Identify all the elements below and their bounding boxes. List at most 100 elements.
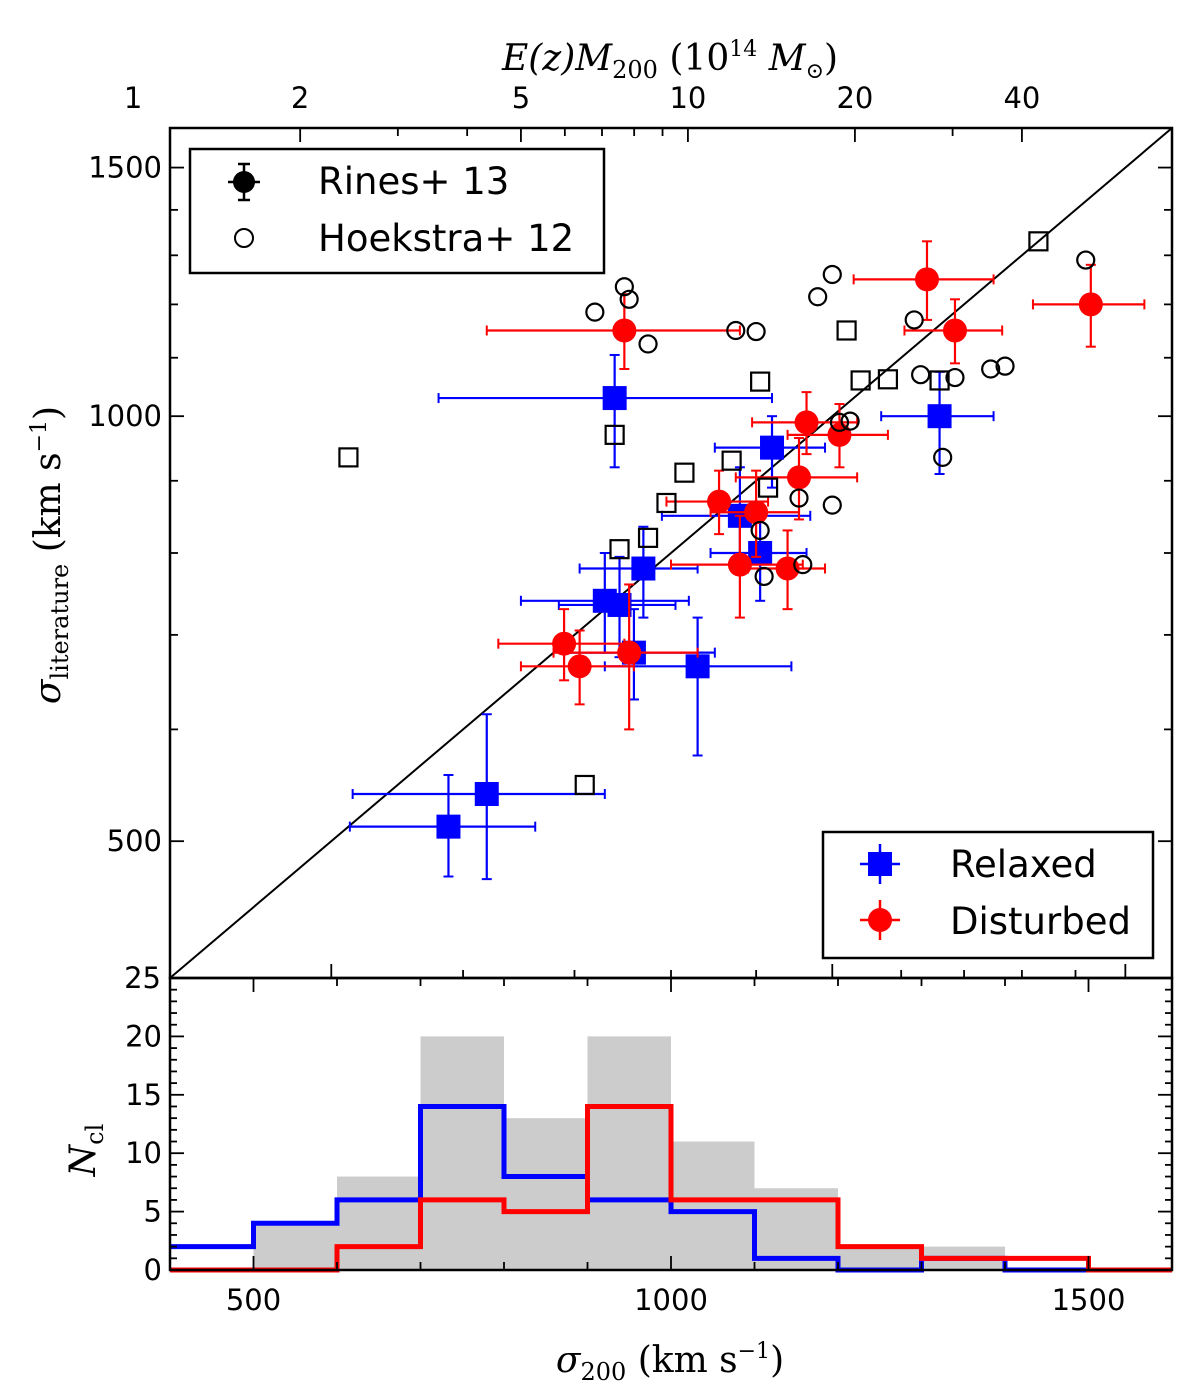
hist-disturbed-step: [170, 1103, 1172, 1273]
point-2-13-open-square: [929, 370, 950, 391]
point-0-7-square: [685, 654, 710, 679]
point-3-9-open-circle: [793, 555, 813, 575]
one-to-one-line: [169, 127, 1173, 979]
series-disturbed: [485, 240, 1146, 731]
hist-all-bar-3: [420, 1036, 504, 1270]
point-3-4-open-circle: [726, 320, 746, 341]
legend-upper-left: Rines+ 13 Hoekstra+ 12: [188, 147, 606, 275]
point-3-10-open-circle: [808, 287, 828, 307]
legend-rines-label: Rines+ 13: [318, 160, 509, 203]
hist-y-tick-label-10: 10: [125, 1136, 162, 1170]
hist-all-bar-1: [253, 1223, 337, 1270]
point-3-16-open-circle: [911, 365, 931, 385]
point-1-3-circle: [617, 640, 642, 665]
point-3-8-open-circle: [789, 488, 809, 508]
point-1-0-circle: [552, 631, 577, 656]
point-1-4-circle: [707, 489, 732, 514]
legend-relaxed-marker: [868, 852, 892, 876]
point-2-6-open-square: [674, 462, 695, 483]
point-2-4-open-square: [637, 527, 659, 548]
point-0-0-square: [436, 814, 461, 839]
top-tick-label-10: 10: [669, 81, 706, 115]
series-hoekstra-12: [585, 250, 1096, 587]
point-2-8-open-square: [750, 371, 771, 392]
hist-all-bar-5: [587, 1036, 671, 1270]
point-2-11-open-square: [850, 370, 871, 391]
hist-y-tick-label-15: 15: [125, 1078, 162, 1112]
point-0-6-square: [631, 556, 656, 581]
point-1-5-circle: [727, 552, 752, 577]
point-2-2-open-square: [604, 424, 625, 445]
hist-all: [253, 1036, 1005, 1270]
point-3-11-open-circle: [822, 264, 842, 285]
legend-hoekstra-marker: [234, 228, 254, 248]
point-3-19-open-circle: [981, 359, 1001, 379]
hist-all-bar-6: [671, 1141, 755, 1270]
hist-x-tick-label-1500: 1500: [1052, 1283, 1126, 1317]
hist-x-tick-label-1000: 1000: [634, 1283, 708, 1317]
point-3-3-open-circle: [638, 334, 658, 354]
top-tick-label-40: 40: [1003, 81, 1040, 115]
point-2-5-open-square: [656, 492, 677, 514]
point-1-13-circle: [1078, 292, 1103, 317]
point-2-14-open-square: [1028, 231, 1049, 252]
point-2-9-open-square: [757, 477, 779, 498]
point-3-14-open-circle: [840, 411, 860, 431]
point-3-2-open-circle: [619, 289, 639, 309]
legend-lower-right: Relaxed Disturbed: [821, 830, 1155, 960]
point-0-11-square: [927, 404, 952, 429]
point-3-5-open-circle: [746, 321, 766, 342]
legend-disturbed-marker: [868, 908, 892, 932]
hist-y-tick-label-20: 20: [125, 1019, 162, 1053]
point-3-18-open-circle: [945, 367, 965, 388]
point-2-0-open-square: [338, 447, 359, 468]
scatter-panel: 500 1000 1500 1 2 5 10 20 40: [88, 81, 1174, 980]
histogram-panel: 0 5 10 15 20 500 1000 1500: [125, 976, 1174, 1317]
top-tick-label-1: 1: [124, 81, 142, 115]
y-tick-label-500: 500: [107, 824, 162, 858]
legend-disturbed-label: Disturbed: [950, 900, 1131, 943]
point-1-12-circle: [942, 318, 967, 343]
point-1-11-circle: [914, 267, 939, 292]
point-3-17-open-circle: [933, 447, 953, 467]
point-0-10-square: [760, 435, 785, 460]
y-axis-label-bottom: Ncl: [63, 1124, 109, 1178]
point-1-8-circle: [787, 465, 812, 490]
top-tick-label-5: 5: [512, 81, 530, 115]
hist-x-tick-label-500: 500: [226, 1283, 281, 1317]
top-axis-label: E(z)M200 (1014 M⊙): [501, 37, 838, 84]
hist-all-bar-2: [337, 1176, 421, 1270]
point-2-3-open-square: [609, 539, 630, 560]
y-axis-label-top: σliterature (km s−1): [27, 406, 74, 704]
point-1-1-circle: [567, 654, 592, 679]
point-3-13-open-circle: [829, 412, 850, 432]
point-3-0-open-circle: [585, 302, 605, 322]
hist-disturbed: [170, 1103, 1172, 1273]
point-2-10-open-square: [836, 320, 857, 341]
point-3-20-open-circle: [995, 356, 1015, 376]
legend-rines-marker: [233, 171, 255, 193]
y-tick-label-1000: 1000: [88, 399, 162, 433]
series-rines-13-relaxed-disturbed-outline-only-: [338, 231, 1049, 796]
point-2-12-open-square: [877, 369, 899, 390]
point-0-1-square: [474, 781, 499, 806]
point-0-2-square: [602, 386, 627, 411]
series-relaxed: [348, 353, 995, 881]
hist-y-tick-label-5: 5: [144, 1195, 162, 1229]
hist-all-bar-8: [838, 1246, 922, 1270]
point-3-1-open-circle: [614, 277, 634, 297]
point-3-15-open-circle: [904, 310, 924, 330]
legend-upper-left-frame: [188, 147, 606, 275]
legend-relaxed-label: Relaxed: [950, 843, 1097, 886]
point-0-9-square: [748, 541, 773, 565]
hist-y-tick-label-0: 0: [144, 1253, 162, 1287]
legend-hoekstra-label: Hoekstra+ 12: [318, 217, 574, 260]
point-3-21-open-circle: [1076, 250, 1096, 270]
top-tick-label-20: 20: [836, 81, 873, 115]
point-1-6-circle: [744, 500, 769, 525]
point-1-9-circle: [794, 410, 819, 435]
point-3-7-open-circle: [754, 566, 774, 587]
top-tick-label-2: 2: [291, 81, 309, 115]
point-0-4-square: [607, 592, 632, 617]
hist-all-bar-4: [504, 1118, 588, 1270]
